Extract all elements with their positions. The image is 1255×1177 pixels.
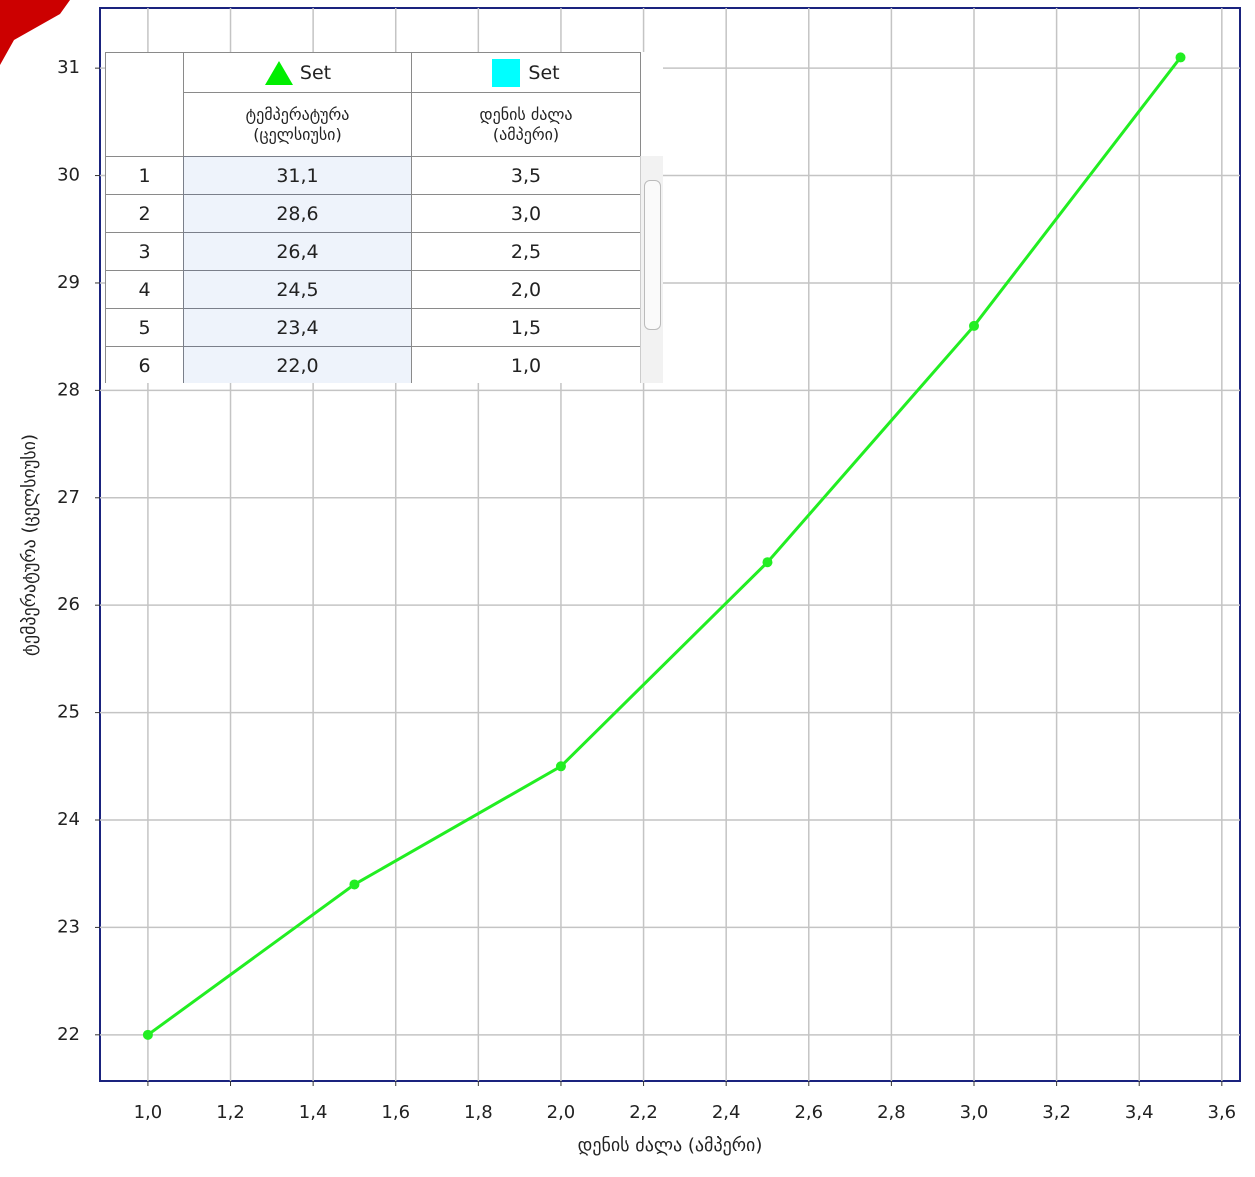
legend-marker bbox=[492, 59, 522, 87]
cell-text: 31,1 bbox=[276, 165, 318, 187]
data-point bbox=[1176, 52, 1186, 62]
cell-text: 1,0 bbox=[511, 355, 541, 377]
column-header: დენის ძალა(ამპერი) bbox=[411, 92, 641, 157]
y-axis-label: ტემპერატურა (ცელსიუსი) bbox=[19, 434, 40, 656]
y-tick-label: 28 bbox=[57, 379, 80, 400]
row-header: 5 bbox=[105, 308, 184, 347]
data-point bbox=[969, 321, 979, 331]
cell-text: 23,4 bbox=[276, 317, 318, 339]
y-tick-label: 22 bbox=[57, 1024, 80, 1045]
cell-text: 2,0 bbox=[511, 279, 541, 301]
cell-text: 24,5 bbox=[276, 279, 318, 301]
y-tick-label: 30 bbox=[57, 165, 80, 186]
y-tick-label: 26 bbox=[57, 594, 80, 615]
x-axis-label: დენის ძალა (ამპერი) bbox=[578, 1135, 763, 1156]
column-header-line: ტემპერატურა bbox=[246, 105, 350, 125]
x-tick-label: 3,2 bbox=[1042, 1102, 1071, 1123]
column-header-line: დენის ძალა bbox=[480, 105, 573, 125]
x-tick-label: 2,6 bbox=[794, 1102, 823, 1123]
cell-text: 3,0 bbox=[511, 203, 541, 225]
x-tick-label: 3,6 bbox=[1208, 1102, 1237, 1123]
legend-cell: Set bbox=[183, 52, 412, 93]
cell-text: 4 bbox=[138, 279, 150, 301]
cell-text: 3 bbox=[138, 241, 150, 263]
cell-text: 26,4 bbox=[276, 241, 318, 263]
scroll-thumb[interactable] bbox=[644, 180, 661, 330]
table-cell: 1,0 bbox=[411, 346, 641, 383]
x-tick-label: 1,2 bbox=[216, 1102, 245, 1123]
cell-text: 1,5 bbox=[511, 317, 541, 339]
row-header: 4 bbox=[105, 270, 184, 309]
corner-cell bbox=[105, 52, 184, 157]
logo bbox=[0, 0, 70, 65]
y-tick-label: 23 bbox=[57, 916, 80, 937]
x-tick-label: 1,6 bbox=[381, 1102, 410, 1123]
legend-label: Set bbox=[300, 62, 331, 84]
scrollbar[interactable] bbox=[640, 156, 663, 383]
legend-label: Set bbox=[528, 62, 559, 84]
x-tick-label: 1,0 bbox=[134, 1102, 163, 1123]
row-header: 1 bbox=[105, 156, 184, 195]
cell-text: 2 bbox=[138, 203, 150, 225]
y-tick-label: 31 bbox=[57, 57, 80, 78]
y-tick-label: 25 bbox=[57, 702, 80, 723]
cell-text: 6 bbox=[138, 355, 150, 377]
table-cell: 3,0 bbox=[411, 194, 641, 233]
row-header: 3 bbox=[105, 232, 184, 271]
cell-text: 1 bbox=[138, 165, 150, 187]
data-point bbox=[556, 761, 566, 771]
y-tick-label: 29 bbox=[57, 272, 80, 293]
row-header: 6 bbox=[105, 346, 184, 383]
data-point bbox=[349, 879, 359, 889]
data-point bbox=[762, 557, 772, 567]
column-header-line: (ცელსიუსი) bbox=[253, 125, 341, 145]
table-cell: 31,1 bbox=[183, 156, 412, 195]
y-tick-label: 27 bbox=[57, 487, 80, 508]
legend-cell: Set bbox=[411, 52, 641, 93]
x-tick-label: 1,4 bbox=[299, 1102, 328, 1123]
table-cell: 3,5 bbox=[411, 156, 641, 195]
x-tick-label: 3,0 bbox=[960, 1102, 989, 1123]
x-tick-label: 2,8 bbox=[877, 1102, 906, 1123]
column-header-line: (ამპერი) bbox=[493, 125, 559, 145]
cell-text: 2,5 bbox=[511, 241, 541, 263]
x-tick-label: 2,0 bbox=[547, 1102, 576, 1123]
cell-text: 28,6 bbox=[276, 203, 318, 225]
table-cell: 26,4 bbox=[183, 232, 412, 271]
legend-marker bbox=[264, 60, 294, 86]
table-cell: 2,5 bbox=[411, 232, 641, 271]
cell-text: 22,0 bbox=[276, 355, 318, 377]
table-cell: 24,5 bbox=[183, 270, 412, 309]
table-cell: 28,6 bbox=[183, 194, 412, 233]
x-tick-label: 2,4 bbox=[712, 1102, 741, 1123]
column-header: ტემპერატურა(ცელსიუსი) bbox=[183, 92, 412, 157]
cell-text: 3,5 bbox=[511, 165, 541, 187]
x-tick-label: 3,4 bbox=[1125, 1102, 1154, 1123]
table-cell: 23,4 bbox=[183, 308, 412, 347]
y-tick-label: 24 bbox=[57, 809, 80, 830]
data-point bbox=[143, 1030, 153, 1040]
table-cell: 2,0 bbox=[411, 270, 641, 309]
x-tick-label: 1,8 bbox=[464, 1102, 493, 1123]
page: დენის ძალა (ამპერი) ტემპერატურა (ცელსიუს… bbox=[0, 0, 1255, 1177]
table-cell: 1,5 bbox=[411, 308, 641, 347]
row-header: 2 bbox=[105, 194, 184, 233]
x-tick-label: 2,2 bbox=[629, 1102, 658, 1123]
table-cell: 22,0 bbox=[183, 346, 412, 383]
cell-text: 5 bbox=[138, 317, 150, 339]
